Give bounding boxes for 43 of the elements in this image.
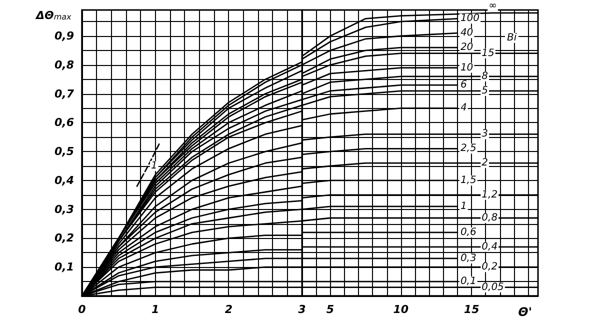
series-label: 6 bbox=[460, 80, 467, 91]
y-tick-label: 0,6 bbox=[54, 116, 74, 130]
series-label: 1 bbox=[460, 200, 467, 212]
series-label: 0,6 bbox=[460, 226, 476, 238]
x-tick-label: 10 bbox=[393, 303, 409, 316]
x-tick-label: 1 bbox=[152, 303, 160, 316]
y-tick-label: 0,5 bbox=[54, 145, 74, 158]
x-tick-label: 5 bbox=[326, 303, 334, 316]
series-label: 0,2 bbox=[482, 262, 498, 273]
series-label: 3 bbox=[482, 128, 488, 140]
series-label: 40 bbox=[460, 28, 474, 39]
y-tick-label: 0,4 bbox=[54, 174, 74, 187]
x-tick-label: 2 bbox=[224, 303, 233, 316]
annotation: Bi bbox=[506, 32, 517, 44]
series-label: 0,4 bbox=[482, 241, 498, 252]
y-tick-label: 0,9 bbox=[54, 30, 74, 42]
series-label: 0,05 bbox=[482, 282, 504, 293]
y-tick-label: 0,8 bbox=[54, 58, 74, 72]
series-label: 15 bbox=[482, 48, 494, 59]
x-tick-label: 15 bbox=[464, 303, 480, 316]
series-label: 10 bbox=[460, 62, 474, 74]
x-tick-label: 0 bbox=[78, 303, 86, 316]
series-label: 0,1 bbox=[460, 276, 476, 288]
series-label: 0,8 bbox=[482, 212, 498, 224]
series-label: 4 bbox=[460, 102, 467, 114]
x-axis-title: Θ' bbox=[518, 305, 532, 319]
y-tick-label: 0,2 bbox=[54, 232, 74, 245]
series-label: 1 bbox=[151, 160, 158, 172]
y-tick-label: 0,7 bbox=[54, 87, 74, 100]
y-axis-title: ΔΘmax bbox=[35, 9, 72, 22]
x-tick-label: 3 bbox=[298, 303, 306, 316]
series-label: 2,5 bbox=[460, 143, 476, 154]
series-label: 5 bbox=[482, 85, 488, 96]
y-tick-label: 0,1 bbox=[54, 260, 74, 274]
series-label: 8 bbox=[482, 70, 488, 82]
series-label: 20 bbox=[460, 42, 474, 54]
series-label: 100 bbox=[460, 13, 480, 24]
y-tick-label: 0,3 bbox=[54, 202, 74, 216]
series-label: 0,3 bbox=[460, 252, 476, 264]
series-label: 1,5 bbox=[460, 174, 476, 186]
series-label: 2 bbox=[482, 158, 488, 169]
series-label: 1,2 bbox=[482, 189, 498, 200]
series-label: ∞ bbox=[488, 0, 497, 12]
